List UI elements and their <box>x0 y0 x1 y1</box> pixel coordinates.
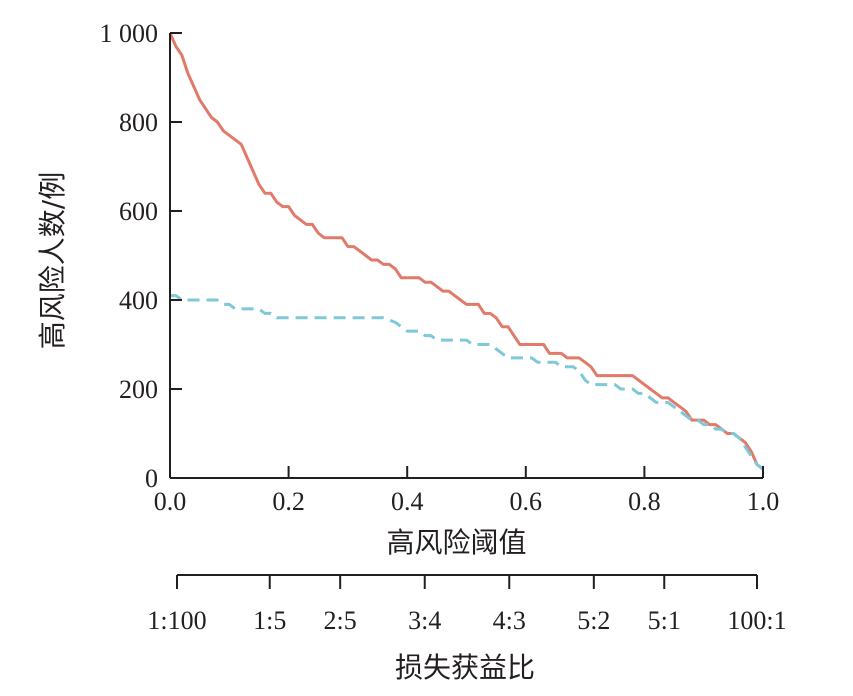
x-tick-label: 0.8 <box>628 487 661 516</box>
y-tick-label: 200 <box>119 375 158 404</box>
cost-benefit-tick-label: 3:4 <box>408 606 441 635</box>
y-tick-label: 0 <box>145 464 158 493</box>
x-tick-label: 0.2 <box>272 487 305 516</box>
cost-benefit-tick-label: 2:5 <box>324 606 357 635</box>
x-tick-label: 0.0 <box>154 487 187 516</box>
x-tick-label: 0.4 <box>391 487 424 516</box>
y-tick-label: 800 <box>119 108 158 137</box>
x-tick-label: 0.6 <box>510 487 543 516</box>
y-tick-label: 1 000 <box>100 19 159 48</box>
y-tick-label: 400 <box>119 286 158 315</box>
series-line-1 <box>168 32 764 471</box>
cost-benefit-tick-label: 4:3 <box>493 606 526 635</box>
cost-benefit-axis: 1:100 1:5 2:5 3:4 4:3 5:2 5:1 100:1 <box>147 574 787 635</box>
y-tick-label: 600 <box>119 197 158 226</box>
x-axis-title: 高风险阈值 <box>386 526 526 559</box>
cost-benefit-tick-label: 1:100 <box>147 606 206 635</box>
x-tick-label: 1.0 <box>747 487 780 516</box>
cost-benefit-tick-label: 1:5 <box>253 606 286 635</box>
cost-benefit-axis-title: 损失获益比 <box>395 651 535 684</box>
axes: 0 200 400 600 800 1 000 0.0 0.2 0.4 0.6 0.8 1.0 <box>100 19 780 516</box>
y-axis-title: 高风险人数/例 <box>36 172 69 349</box>
cost-benefit-tick-label: 5:1 <box>648 606 681 635</box>
series-line-2 <box>170 294 764 471</box>
cost-benefit-tick-label: 100:1 <box>727 606 786 635</box>
plot-lines <box>168 32 764 471</box>
cost-benefit-tick-label: 5:2 <box>577 606 610 635</box>
